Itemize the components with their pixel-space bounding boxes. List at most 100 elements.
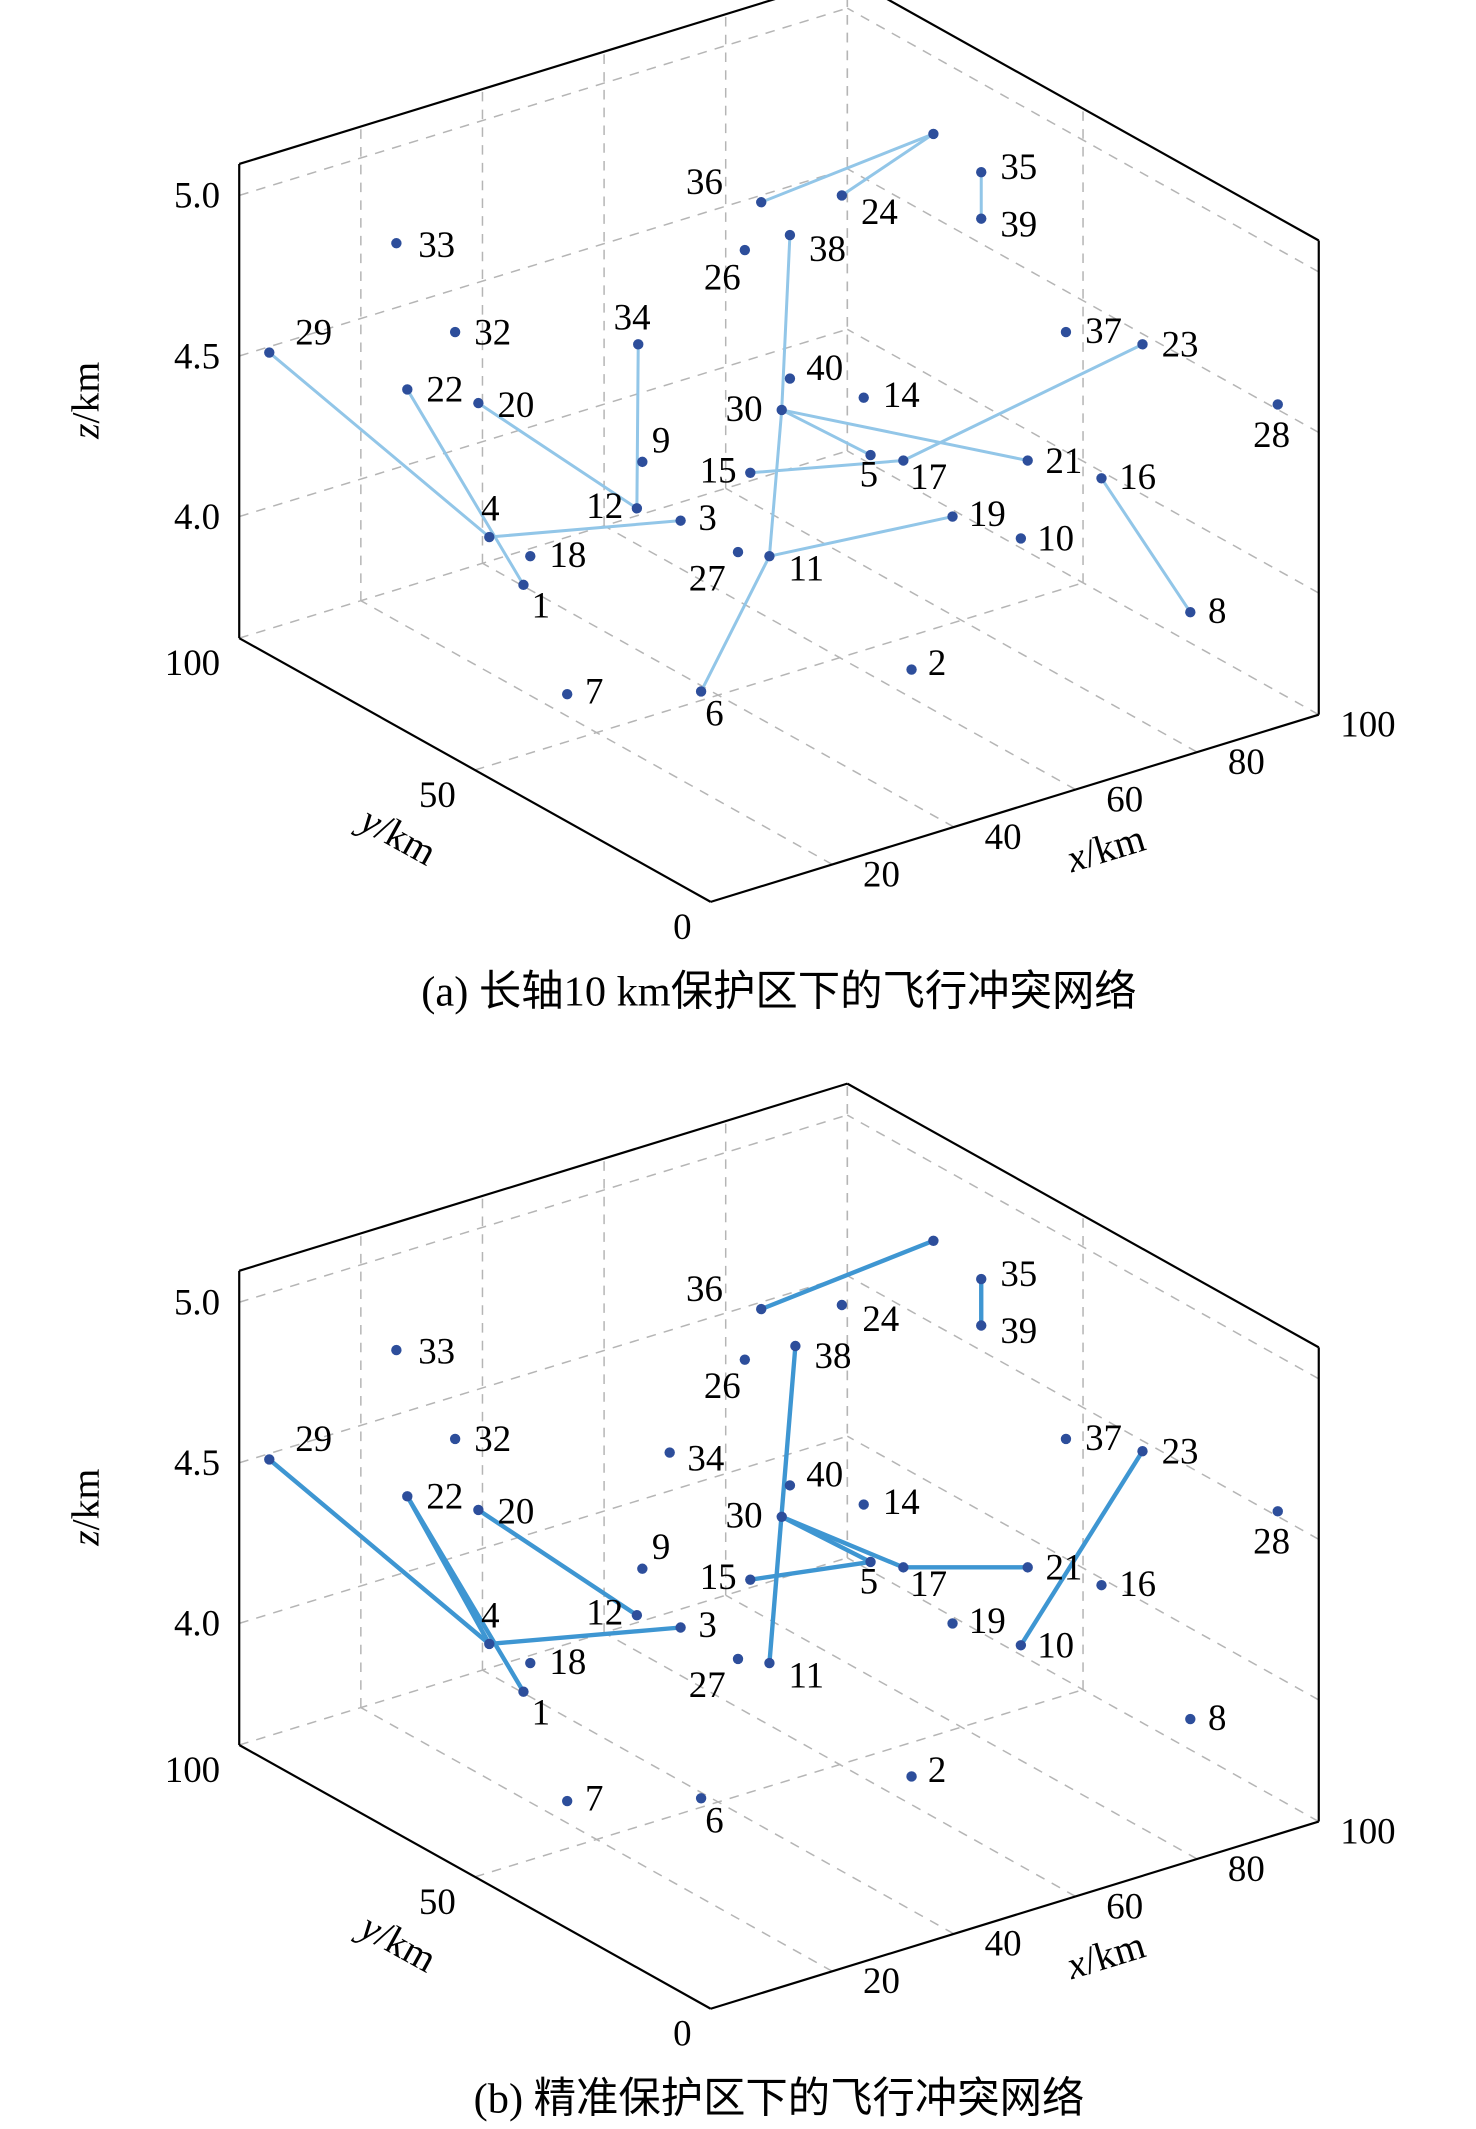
node-label: 28: [1253, 1521, 1290, 1562]
conflict-edge: [779, 1514, 906, 1570]
conflict-edge: [767, 1343, 798, 1666]
node-label: 27: [689, 1664, 726, 1705]
conflict-edge: [476, 401, 639, 510]
z-axis-label-var: z: [63, 1530, 107, 1546]
x-tick-label: 40: [985, 816, 1022, 857]
node-marker: [264, 347, 275, 358]
node-label: 19: [969, 493, 1006, 534]
x-axis-label-unit: /km: [1078, 816, 1150, 876]
tick-labels: 20 40 60 80 100 0 50 100 5.0 4.5 4.0: [165, 1282, 1396, 2054]
z-tick-label: 4.0: [174, 1603, 220, 1644]
node-marker: [976, 213, 987, 224]
node-label: 5: [860, 453, 878, 494]
node-label: 5: [860, 1560, 878, 1601]
z-tick-label: 4.5: [174, 1442, 220, 1483]
x-tick-label: 100: [1340, 704, 1395, 745]
node-label: 37: [1085, 310, 1122, 351]
node-label: 33: [418, 224, 455, 265]
node-marker: [1272, 1506, 1283, 1517]
node-marker: [561, 1795, 573, 1807]
conflict-edge: [748, 459, 905, 475]
conflict-edge: [759, 132, 935, 204]
conflict-edge: [759, 1238, 936, 1312]
grid: [239, 1083, 1320, 1972]
node-marker: [1096, 473, 1107, 484]
x-tick-label: 80: [1228, 1848, 1265, 1889]
node-marker: [1022, 455, 1033, 466]
node-label: 18: [549, 1641, 586, 1682]
node-label: 19: [969, 1600, 1006, 1641]
y-tick-label: 50: [419, 774, 456, 815]
y-tick-label: 100: [165, 642, 220, 683]
conflict-edge: [267, 351, 491, 539]
node-marker: [947, 511, 958, 522]
node-label: 37: [1085, 1417, 1122, 1458]
conflict-edge: [748, 1559, 873, 1582]
axis-edge: [238, 637, 712, 903]
node-label: 26: [704, 257, 741, 298]
axis-edge: [710, 1820, 1320, 2010]
node-label: 15: [700, 449, 737, 490]
conflict-edge: [767, 408, 784, 558]
node-marker: [675, 1622, 686, 1633]
node-label: 7: [585, 671, 603, 712]
node-marker: [525, 550, 536, 562]
node-label: 33: [418, 1331, 455, 1372]
z-axis-label: z/km: [63, 362, 107, 440]
node-label: 32: [474, 311, 511, 352]
node-marker: [732, 546, 744, 558]
node-label: 1: [532, 1692, 550, 1733]
caption-b: (b) 精准保护区下的飞行冲突网络: [474, 2076, 1085, 2123]
node-label: 11: [789, 1655, 825, 1696]
y-tick-label: 50: [419, 1881, 456, 1922]
node-label: 22: [426, 1476, 463, 1517]
conflict-edge: [635, 342, 640, 510]
grid-line-z: [846, 1274, 1320, 1541]
node-label: 21: [1045, 1547, 1082, 1588]
node-marker: [858, 392, 869, 403]
node-marker: [776, 1511, 787, 1523]
node-label: 40: [806, 347, 843, 388]
node-label: 34: [687, 1437, 724, 1478]
node-marker: [776, 404, 787, 416]
y-tick-label: 0: [673, 906, 691, 947]
node-marker: [784, 1480, 796, 1491]
node-marker: [637, 1563, 648, 1574]
conflict-edge: [487, 1625, 683, 1647]
node-label: 36: [686, 161, 723, 202]
x-tick-label: 20: [863, 1960, 900, 2001]
node-label: 17: [910, 1563, 947, 1604]
node-marker: [402, 1491, 413, 1502]
node-marker: [664, 1447, 675, 1458]
node-label: 7: [585, 1778, 603, 1819]
conflict-edge: [780, 233, 792, 412]
conflict-edge: [405, 1494, 526, 1694]
grid-line-z: [239, 1114, 848, 1303]
node-marker: [732, 1653, 744, 1665]
node-marker: [402, 384, 413, 395]
axis-edge: [886, 0, 1320, 242]
z-tick-label: 5.0: [174, 175, 220, 216]
node-marker: [633, 339, 644, 350]
node-marker: [484, 1638, 495, 1650]
node-marker: [631, 1610, 643, 1621]
conflict-edge: [405, 387, 525, 587]
node-marker: [1185, 606, 1196, 618]
conflict-edge: [267, 1457, 492, 1647]
z-axis-label: z/km: [63, 1469, 107, 1547]
node-marker: [1137, 339, 1148, 350]
node-marker: [1096, 1579, 1107, 1591]
node-label: 2: [928, 1749, 946, 1790]
node-marker: [756, 197, 767, 208]
grid-line-x: [725, 487, 1198, 753]
grid-line-z: [846, 1435, 1320, 1701]
node-label: 20: [497, 1491, 534, 1532]
node-marker: [898, 1562, 909, 1573]
node-marker: [865, 449, 876, 461]
node-marker: [473, 1504, 484, 1516]
node-marker: [695, 1793, 707, 1804]
node-marker: [631, 503, 643, 514]
node-marker: [518, 579, 529, 591]
node-label: 38: [809, 228, 846, 269]
